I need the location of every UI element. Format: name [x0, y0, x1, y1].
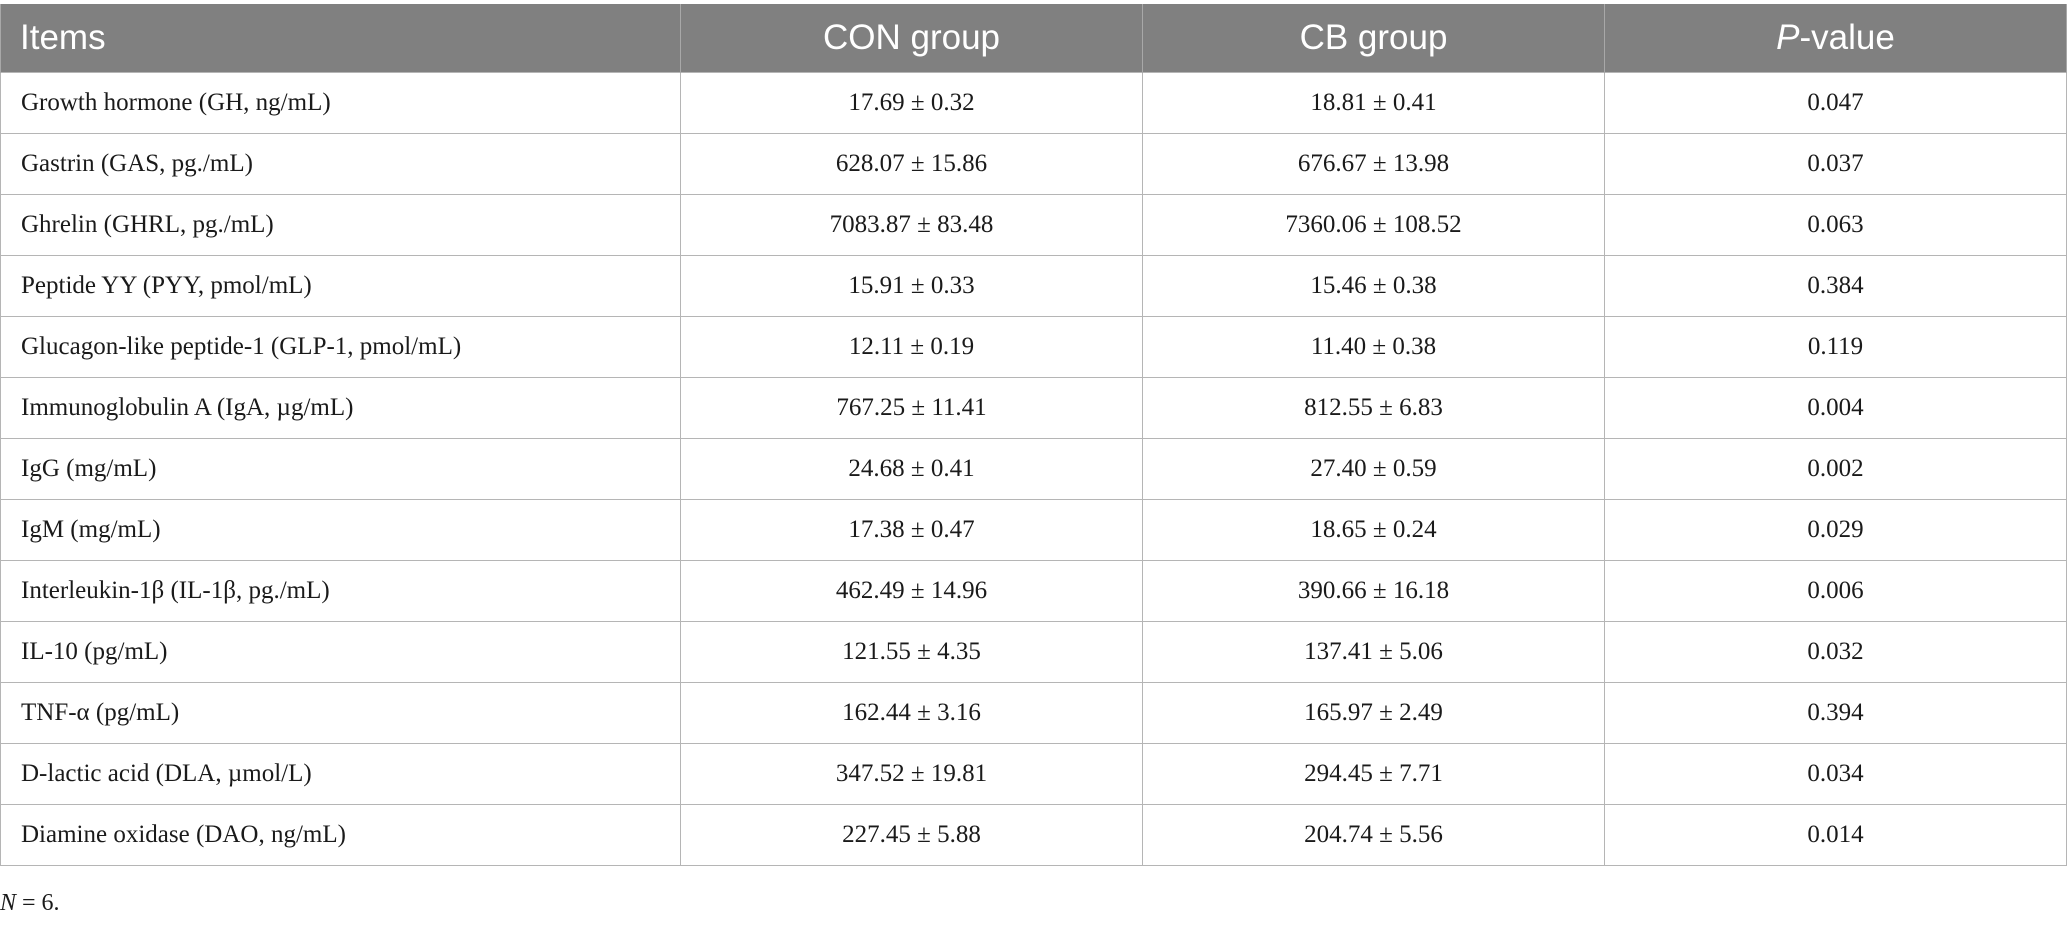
cell-cb: 812.55 ± 6.83	[1142, 377, 1605, 439]
cell-item: Glucagon-like peptide-1 (GLP-1, pmol/mL)	[0, 316, 681, 378]
cell-p: 0.002	[1604, 438, 2067, 500]
header-cb-group: CB group	[1142, 4, 1605, 73]
header-items: Items	[0, 4, 681, 73]
table-body: Growth hormone (GH, ng/mL) 17.69 ± 0.32 …	[0, 72, 2067, 866]
cell-p: 0.037	[1604, 133, 2067, 195]
cell-p: 0.394	[1604, 682, 2067, 744]
header-p-letter: P	[1776, 18, 1800, 57]
cell-cb: 294.45 ± 7.71	[1142, 743, 1605, 805]
header-p-suffix: -value	[1799, 18, 1895, 57]
cell-con: 347.52 ± 19.81	[680, 743, 1143, 805]
table-row: Glucagon-like peptide-1 (GLP-1, pmol/mL)…	[0, 316, 2067, 378]
cell-cb: 165.97 ± 2.49	[1142, 682, 1605, 744]
footnote-n-value: = 6.	[16, 890, 60, 916]
cell-p: 0.014	[1604, 804, 2067, 866]
cell-con: 767.25 ± 11.41	[680, 377, 1143, 439]
cell-item: Peptide YY (PYY, pmol/mL)	[0, 255, 681, 317]
cell-p: 0.006	[1604, 560, 2067, 622]
table-row: IL-10 (pg/mL) 121.55 ± 4.35 137.41 ± 5.0…	[0, 621, 2067, 683]
cell-item: IL-10 (pg/mL)	[0, 621, 681, 683]
table-row: IgM (mg/mL) 17.38 ± 0.47 18.65 ± 0.24 0.…	[0, 499, 2067, 561]
header-p-value: P-value	[1604, 4, 2067, 73]
table-row: Interleukin-1β (IL-1β, pg./mL) 462.49 ± …	[0, 560, 2067, 622]
cell-con: 12.11 ± 0.19	[680, 316, 1143, 378]
table-row: Ghrelin (GHRL, pg./mL) 7083.87 ± 83.48 7…	[0, 194, 2067, 256]
cell-con: 121.55 ± 4.35	[680, 621, 1143, 683]
cell-p: 0.063	[1604, 194, 2067, 256]
cell-item: IgG (mg/mL)	[0, 438, 681, 500]
cell-cb: 204.74 ± 5.56	[1142, 804, 1605, 866]
table-row: IgG (mg/mL) 24.68 ± 0.41 27.40 ± 0.59 0.…	[0, 438, 2067, 500]
cell-cb: 18.81 ± 0.41	[1142, 72, 1605, 134]
cell-con: 227.45 ± 5.88	[680, 804, 1143, 866]
cell-con: 462.49 ± 14.96	[680, 560, 1143, 622]
table-row: Growth hormone (GH, ng/mL) 17.69 ± 0.32 …	[0, 72, 2067, 134]
cell-p: 0.029	[1604, 499, 2067, 561]
cell-p: 0.384	[1604, 255, 2067, 317]
cell-item: Ghrelin (GHRL, pg./mL)	[0, 194, 681, 256]
cell-p: 0.004	[1604, 377, 2067, 439]
cell-cb: 676.67 ± 13.98	[1142, 133, 1605, 195]
table-row: Peptide YY (PYY, pmol/mL) 15.91 ± 0.33 1…	[0, 255, 2067, 317]
cell-item: IgM (mg/mL)	[0, 499, 681, 561]
table-row: D-lactic acid (DLA, µmol/L) 347.52 ± 19.…	[0, 743, 2067, 805]
table-row: TNF-α (pg/mL) 162.44 ± 3.16 165.97 ± 2.4…	[0, 682, 2067, 744]
cell-con: 17.69 ± 0.32	[680, 72, 1143, 134]
table-row: Gastrin (GAS, pg./mL) 628.07 ± 15.86 676…	[0, 133, 2067, 195]
cell-item: Diamine oxidase (DAO, ng/mL)	[0, 804, 681, 866]
cell-p: 0.034	[1604, 743, 2067, 805]
cell-con: 17.38 ± 0.47	[680, 499, 1143, 561]
cell-item: Growth hormone (GH, ng/mL)	[0, 72, 681, 134]
cell-p: 0.119	[1604, 316, 2067, 378]
cell-cb: 11.40 ± 0.38	[1142, 316, 1605, 378]
cell-cb: 7360.06 ± 108.52	[1142, 194, 1605, 256]
cell-cb: 15.46 ± 0.38	[1142, 255, 1605, 317]
cell-cb: 390.66 ± 16.18	[1142, 560, 1605, 622]
cell-con: 24.68 ± 0.41	[680, 438, 1143, 500]
cell-con: 7083.87 ± 83.48	[680, 194, 1143, 256]
header-con-group: CON group	[680, 4, 1143, 73]
table-row: Immunoglobulin A (IgA, µg/mL) 767.25 ± 1…	[0, 377, 2067, 439]
cell-con: 628.07 ± 15.86	[680, 133, 1143, 195]
cell-con: 162.44 ± 3.16	[680, 682, 1143, 744]
table-row: Diamine oxidase (DAO, ng/mL) 227.45 ± 5.…	[0, 804, 2067, 866]
cell-item: D-lactic acid (DLA, µmol/L)	[0, 743, 681, 805]
data-table-container: Items CON group CB group P-value Growth …	[0, 4, 2067, 866]
table-header: Items CON group CB group P-value	[0, 4, 2067, 73]
cell-item: TNF-α (pg/mL)	[0, 682, 681, 744]
cell-p: 0.032	[1604, 621, 2067, 683]
cell-item: Interleukin-1β (IL-1β, pg./mL)	[0, 560, 681, 622]
cell-cb: 27.40 ± 0.59	[1142, 438, 1605, 500]
results-table: Items CON group CB group P-value Growth …	[0, 4, 2067, 866]
cell-item: Immunoglobulin A (IgA, µg/mL)	[0, 377, 681, 439]
cell-cb: 18.65 ± 0.24	[1142, 499, 1605, 561]
cell-cb: 137.41 ± 5.06	[1142, 621, 1605, 683]
cell-con: 15.91 ± 0.33	[680, 255, 1143, 317]
cell-item: Gastrin (GAS, pg./mL)	[0, 133, 681, 195]
footnote-n-letter: N	[0, 890, 17, 916]
cell-p: 0.047	[1604, 72, 2067, 134]
table-footnote: N = 6.	[0, 890, 60, 917]
header-row: Items CON group CB group P-value	[0, 4, 2067, 73]
